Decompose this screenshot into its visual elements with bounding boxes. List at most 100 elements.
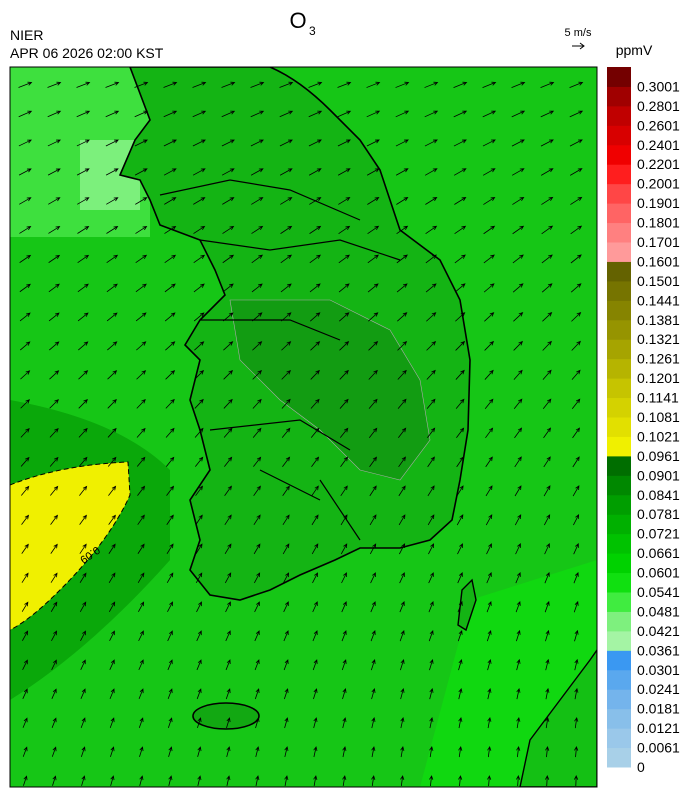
wind-arrow — [79, 572, 87, 583]
wind-arrow — [76, 110, 91, 118]
wind-arrow — [453, 81, 468, 88]
wind-arrow — [368, 398, 378, 409]
colorbar-swatch — [607, 494, 631, 515]
wind-arrow — [308, 81, 323, 88]
wind-arrow — [224, 514, 232, 526]
wind-arrow — [253, 543, 261, 555]
wind-arrow — [456, 514, 464, 526]
wind-arrow — [108, 514, 116, 525]
wind-arrow — [22, 688, 28, 699]
wind-arrow — [282, 543, 290, 555]
wind-arrow — [281, 341, 292, 351]
wind-arrow — [429, 687, 434, 700]
colorbar-label: 0.0361 — [637, 642, 680, 658]
wind-arrow — [164, 283, 176, 293]
colorbar-label: 0.1321 — [637, 331, 680, 347]
wind-arrow — [516, 775, 521, 787]
wind-arrow — [279, 168, 293, 176]
wind-arrow — [370, 601, 376, 613]
wind-arrow — [341, 572, 347, 584]
colorbar-label: 0.1081 — [637, 409, 680, 425]
title-subscript: 3 — [309, 24, 316, 38]
wind-arrow — [454, 254, 466, 264]
agency: NIER — [10, 27, 43, 43]
wind-arrow — [424, 81, 439, 88]
wind-arrow — [139, 746, 144, 757]
wind-arrow — [136, 370, 147, 380]
wind-arrow — [137, 514, 145, 525]
tsushima-island — [457, 578, 477, 632]
wind-arrow — [224, 485, 232, 496]
wind-arrow — [163, 168, 177, 176]
wind-arrow — [339, 398, 349, 409]
wind-arrow — [284, 746, 289, 758]
wind-arrow — [367, 254, 379, 264]
wind-arrow — [399, 572, 405, 584]
wind-arrow — [138, 659, 144, 671]
wind-arrow — [19, 226, 32, 234]
wind-arrow — [312, 630, 318, 642]
wind-arrow — [138, 630, 144, 642]
wind-arrow — [511, 168, 525, 176]
wind-arrow — [310, 398, 320, 409]
wind-arrow — [371, 775, 376, 787]
wind-arrow — [339, 312, 350, 322]
wind-arrow — [540, 81, 555, 88]
wind-arrow — [109, 717, 115, 728]
colorbar-label: 0.2601 — [637, 117, 680, 133]
wind-arrow — [574, 658, 579, 671]
wind-arrow — [397, 340, 408, 351]
wind-arrow — [313, 717, 318, 729]
wind-arrow — [197, 717, 202, 729]
wind-arrow — [48, 197, 61, 205]
wind-arrow — [163, 139, 177, 147]
wind-arrow — [137, 485, 146, 496]
wind-arrow — [482, 81, 497, 88]
wind-arrow — [22, 746, 28, 757]
colorbar-swatch — [607, 455, 631, 476]
wind-arrow — [513, 312, 524, 322]
wind-arrow — [254, 659, 260, 671]
wind-arrow — [457, 572, 463, 584]
wind-arrow — [252, 369, 262, 380]
wind-arrow — [545, 775, 550, 787]
wind-arrow — [342, 775, 347, 787]
colorbar-unit: ppmV — [616, 42, 653, 58]
map: 0.09 — [10, 67, 597, 787]
wind-arrow — [222, 254, 235, 264]
wind-arrow — [51, 659, 57, 670]
wind-arrow — [136, 456, 146, 467]
wind-arrow — [457, 543, 463, 555]
colorbar-label: 0.1141 — [637, 390, 679, 406]
colorbar-swatch — [607, 105, 631, 126]
wind-arrow — [18, 139, 32, 147]
wind-arrow — [280, 225, 293, 234]
colorbar-swatch — [607, 572, 631, 593]
wind-arrow — [308, 139, 322, 147]
wind-arrow — [545, 745, 550, 758]
colorbar-label: 0.1201 — [637, 370, 680, 386]
wind-arrow — [458, 746, 463, 758]
wind-arrow — [369, 543, 377, 555]
wind-arrow — [252, 398, 262, 409]
wind-arrow — [337, 81, 352, 88]
wind-arrow — [105, 168, 119, 176]
wind-arrow — [400, 775, 405, 787]
wind-arrow — [514, 427, 523, 439]
wind-arrow — [540, 110, 555, 118]
wind-arrow — [222, 283, 234, 293]
colorbar-swatch — [607, 611, 631, 632]
colorbar-label: 0.1441 — [637, 292, 680, 308]
colorbar-swatch — [607, 242, 631, 262]
wind-arrow — [483, 254, 495, 264]
wind-arrow — [428, 601, 434, 613]
wind-arrow — [429, 775, 434, 787]
high-ozone-area — [10, 461, 131, 631]
colorbar-swatch — [607, 689, 631, 710]
wind-arrow — [456, 456, 464, 468]
wind-arrow — [250, 81, 265, 88]
wind-arrow — [196, 630, 202, 642]
wind-arrow — [196, 659, 202, 671]
wind-arrow — [396, 254, 408, 264]
wind-arrow — [225, 659, 231, 671]
